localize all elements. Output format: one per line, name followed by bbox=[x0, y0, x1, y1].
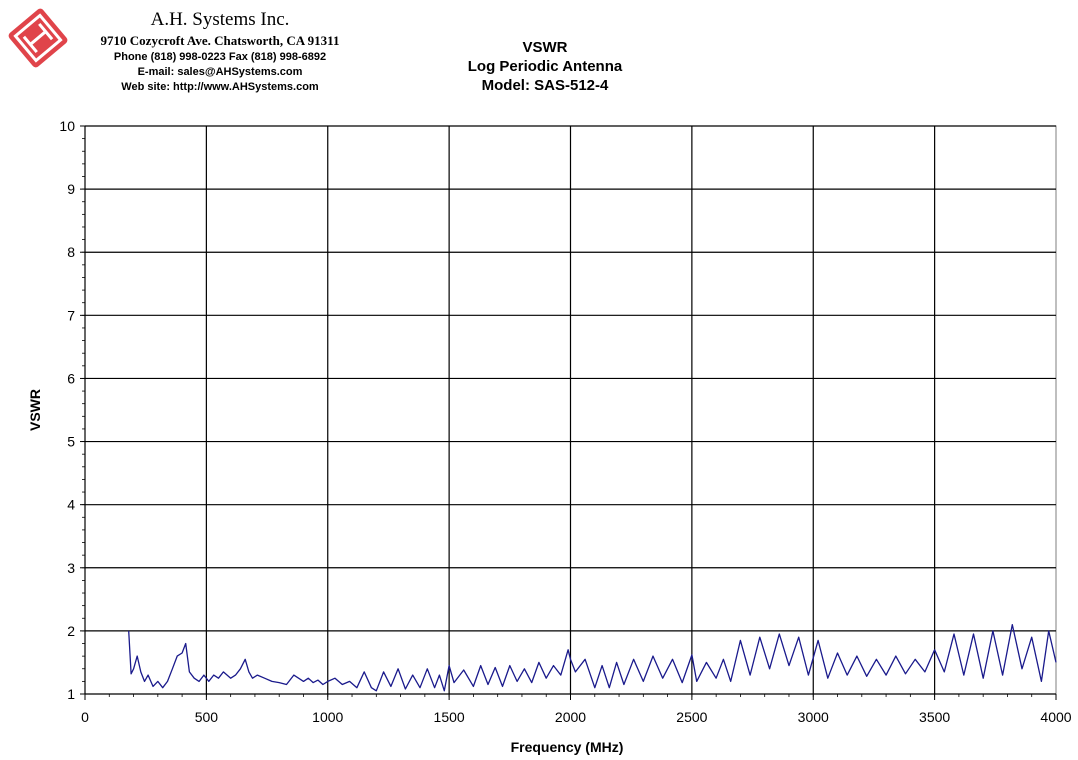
x-tick-label: 3000 bbox=[798, 709, 829, 725]
grid-layer bbox=[84, 125, 1057, 695]
company-website: Web site: http://www.AHSystems.com bbox=[121, 81, 319, 93]
chart-title: VSWR Log Periodic Antenna Model: SAS-512… bbox=[420, 38, 670, 95]
x-tick-label: 4000 bbox=[1040, 709, 1071, 725]
y-tick-label: 8 bbox=[67, 244, 75, 260]
y-tick-label: 4 bbox=[67, 497, 75, 513]
y-tick-label: 1 bbox=[67, 686, 75, 702]
x-axis-label: Frequency (MHz) bbox=[511, 739, 624, 755]
ah-systems-logo bbox=[8, 8, 68, 68]
y-axis-label: VSWR bbox=[27, 389, 43, 431]
y-tick-label: 7 bbox=[67, 307, 75, 323]
y-tick-label: 6 bbox=[67, 370, 75, 386]
chart-title-line: VSWR bbox=[522, 39, 568, 56]
y-tick-label: 5 bbox=[67, 434, 75, 450]
y-tick-label: 3 bbox=[67, 560, 75, 576]
company-address: 9710 Cozycroft Ave. Chatsworth, CA 91311 bbox=[100, 33, 340, 48]
x-tick-label: 1000 bbox=[312, 709, 343, 725]
company-block: A.H. Systems Inc. 9710 Cozycroft Ave. Ch… bbox=[70, 8, 370, 95]
x-tick-label: 3500 bbox=[919, 709, 950, 725]
chart-model-line: Model: SAS-512-4 bbox=[481, 77, 609, 94]
company-email: E-mail: sales@AHSystems.com bbox=[137, 66, 303, 78]
company-name: A.H. Systems Inc. bbox=[150, 9, 290, 30]
axis-layer: 1 2 3 4 5 6 7 8 9 10 0 500 1000 1500 2000 2500 3000 3500 4… bbox=[59, 118, 1071, 725]
x-tick-label: 0 bbox=[81, 709, 89, 725]
y-tick-label: 2 bbox=[67, 623, 75, 639]
x-tick-label: 1500 bbox=[434, 709, 465, 725]
x-tick-label: 2500 bbox=[676, 709, 707, 725]
vswr-series-line bbox=[128, 623, 1057, 692]
y-tick-label: 9 bbox=[67, 181, 75, 197]
x-tick-label: 500 bbox=[195, 709, 219, 725]
company-phone: Phone (818) 998-0223 Fax (818) 998-6892 bbox=[113, 51, 327, 63]
chart-subtitle-line: Log Periodic Antenna bbox=[467, 58, 623, 75]
series-layer bbox=[128, 623, 1057, 692]
x-tick-label: 2000 bbox=[555, 709, 586, 725]
y-tick-label: 10 bbox=[59, 118, 75, 134]
